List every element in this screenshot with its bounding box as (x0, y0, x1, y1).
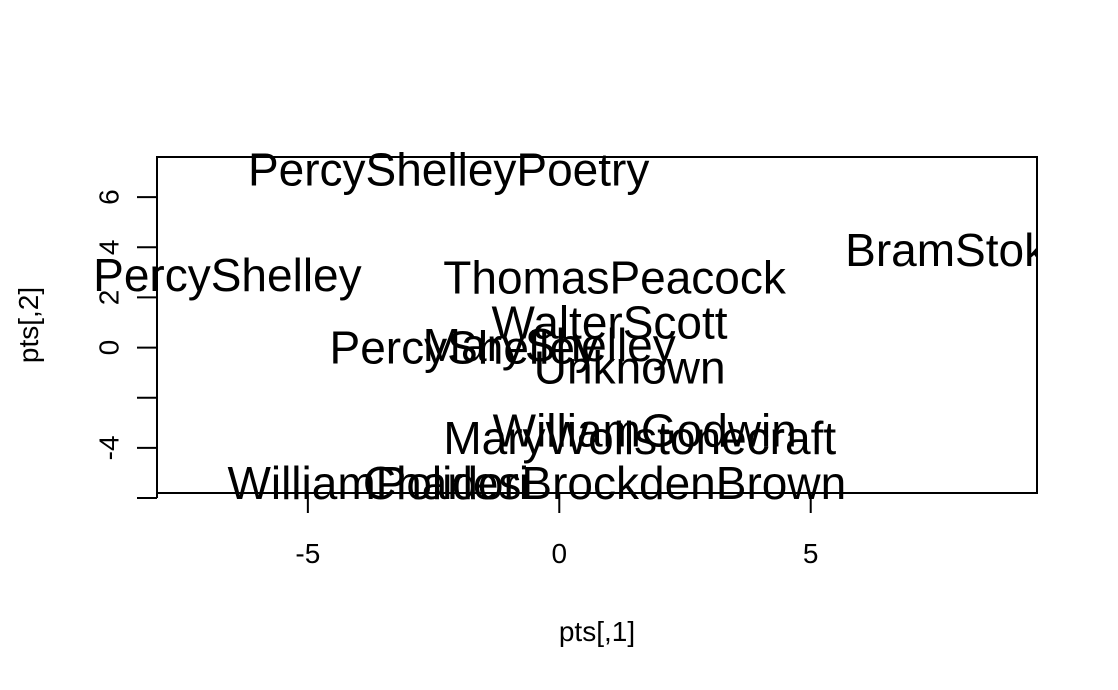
x-axis-label: pts[,1] (559, 616, 635, 647)
point-label: BramStoker (845, 224, 1088, 276)
point-label: WilliamGodwin (493, 404, 797, 456)
point-label: MaryShelley (423, 319, 676, 371)
point-label: ThomasPeacock (443, 251, 787, 303)
x-tick-label: -5 (295, 538, 320, 569)
y-tick-label: -4 (94, 435, 125, 460)
point-label: MaryWollstonecraft (443, 412, 836, 464)
x-tick-label: 0 (551, 538, 567, 569)
y-axis-label: pts[,2] (13, 287, 44, 363)
y-tick-label: 4 (94, 239, 125, 255)
point-labels: PercyShelleyPoetry BramStoker PercyShelley… (93, 144, 1088, 509)
y-axis: -4 0 2 4 6 (94, 189, 158, 500)
y-tick-label: 0 (94, 340, 125, 356)
point-label: WilliamPolidori (227, 457, 529, 509)
y-tick-label: 6 (94, 189, 125, 205)
point-label: PercyShelley (93, 249, 361, 301)
x-axis: -5 0 5 (295, 492, 819, 569)
x-tick-label: 5 (803, 538, 819, 569)
point-label: Unknown (534, 342, 726, 394)
point-label: PercyShelleyPoetry (248, 144, 649, 196)
point-label: PercyShelley (330, 322, 598, 374)
point-label: WalterScott (492, 296, 728, 348)
point-label: CharlesBrockdenBrown (363, 457, 846, 509)
y-tick-label: 2 (94, 290, 125, 306)
